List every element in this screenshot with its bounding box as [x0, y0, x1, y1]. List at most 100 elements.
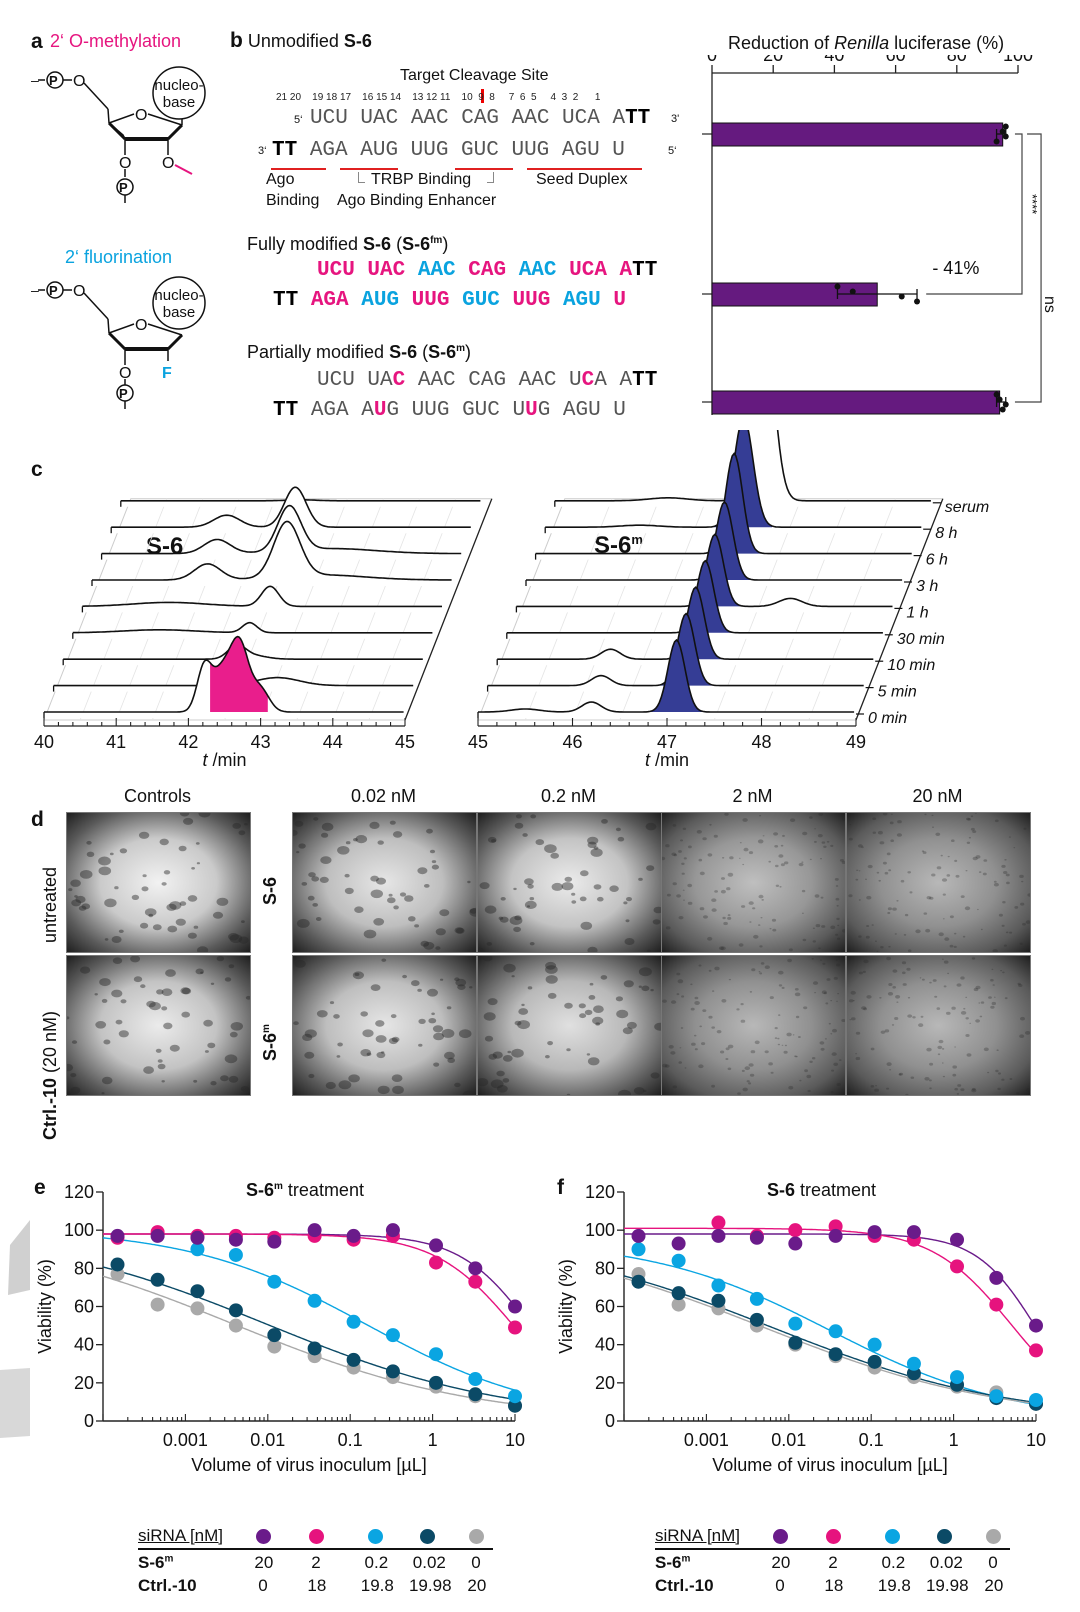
- cell-cluster: [778, 984, 783, 987]
- cell-cluster: [488, 1053, 498, 1060]
- cell-cluster: [344, 873, 350, 878]
- cell-cluster: [938, 1039, 944, 1044]
- legend-row-label: S-6m: [655, 1553, 691, 1572]
- cell-cluster: [723, 921, 728, 926]
- cell-cluster: [467, 880, 471, 884]
- cell-cluster: [941, 878, 948, 882]
- cell-cluster: [500, 897, 506, 901]
- treatment-well-image: [661, 812, 846, 953]
- cell-cluster: [792, 1034, 795, 1036]
- cell-cluster: [694, 1001, 700, 1005]
- cell-cluster: [104, 938, 109, 941]
- cell-cluster: [774, 1037, 778, 1039]
- cell-cluster: [831, 1052, 837, 1056]
- cell-cluster: [977, 908, 979, 911]
- cell-cluster: [947, 972, 950, 975]
- cell-cluster: [786, 1032, 792, 1037]
- cell-cluster: [1017, 982, 1021, 986]
- cell-cluster: [819, 1041, 825, 1045]
- cell-cluster: [1025, 1088, 1030, 1092]
- cell-cluster: [936, 866, 942, 870]
- cell-cluster: [216, 897, 229, 906]
- cell-cluster: [1027, 893, 1030, 897]
- cell-cluster: [787, 958, 792, 963]
- cell-cluster: [458, 1029, 472, 1039]
- cell-cluster: [115, 1019, 123, 1025]
- treatment-well-image: [292, 955, 477, 1096]
- cell-cluster: [996, 1049, 999, 1051]
- cell-cluster: [836, 905, 839, 907]
- cell-cluster: [293, 829, 298, 836]
- cell-cluster: [522, 833, 528, 837]
- legend-concentration: 18: [824, 1576, 844, 1595]
- title-sup: m: [456, 343, 465, 354]
- cell-cluster: [1021, 880, 1024, 883]
- x-tick-label: 49: [846, 732, 866, 752]
- significance-stars: ****: [1025, 194, 1040, 214]
- cell-cluster: [858, 935, 862, 938]
- cell-cluster: [672, 882, 677, 886]
- cell-cluster: [698, 1064, 704, 1069]
- cell-cluster: [662, 999, 667, 1003]
- legend-row-sup: m: [681, 1553, 691, 1565]
- cell-cluster: [626, 897, 632, 902]
- cell-cluster: [824, 1038, 827, 1040]
- cell-cluster: [681, 872, 685, 875]
- cell-cluster: [942, 893, 946, 896]
- cell-cluster: [896, 900, 899, 902]
- treatment-well-image: [846, 812, 1031, 953]
- cell-cluster: [133, 976, 143, 983]
- cell-cluster: [446, 1006, 452, 1010]
- cell-cluster: [947, 855, 950, 858]
- cell-cluster: [143, 1066, 154, 1074]
- legend-color-dot: [885, 1529, 900, 1544]
- cell-cluster: [511, 1048, 524, 1058]
- cell-cluster: [938, 932, 944, 937]
- cell-cluster: [103, 1039, 111, 1045]
- cell-cluster: [780, 844, 784, 847]
- cell-cluster: [676, 972, 681, 976]
- cell-cluster: [587, 1057, 600, 1066]
- cell-cluster: [750, 1050, 756, 1054]
- trace-occluder: [92, 521, 453, 586]
- cell-cluster: [997, 1087, 1001, 1091]
- cell-cluster: [1019, 942, 1023, 945]
- cell-cluster: [954, 1087, 958, 1091]
- cell-cluster: [978, 1002, 981, 1004]
- cell-cluster: [897, 820, 902, 824]
- cell-cluster: [294, 960, 306, 968]
- cell-cluster: [937, 1053, 941, 1056]
- cell-cluster: [801, 861, 804, 863]
- cell-cluster: [727, 1044, 734, 1049]
- cell-cluster: [678, 850, 682, 853]
- cell-cluster: [521, 1003, 525, 1007]
- cell-cluster: [759, 972, 763, 975]
- cell-cluster: [420, 940, 430, 947]
- fluorination-title: 2‘ fluorination: [65, 247, 173, 267]
- phosphate-label: P: [119, 386, 128, 401]
- cell-cluster: [874, 940, 877, 942]
- data-point: [993, 138, 1000, 145]
- floor-grid: [477, 498, 944, 721]
- cell-cluster: [86, 840, 92, 845]
- data-point: [307, 1223, 322, 1238]
- cell-cluster: [966, 817, 970, 821]
- cell-cluster: [232, 822, 241, 829]
- cell-cluster: [953, 945, 957, 948]
- cell-cluster: [975, 1019, 980, 1023]
- cell-cluster: [768, 1062, 773, 1066]
- cell-cluster: [70, 1086, 81, 1094]
- cell-cluster: [499, 916, 509, 923]
- data-point: [508, 1320, 522, 1335]
- treatment-well-image: [477, 812, 662, 953]
- cell-cluster: [886, 852, 891, 856]
- cell-cluster: [728, 978, 731, 981]
- cell-cluster: [668, 1045, 674, 1049]
- x-tick-label: 0.01: [250, 1430, 285, 1450]
- cell-cluster: [925, 928, 931, 933]
- cell-cluster: [662, 856, 666, 861]
- title-bold: S-6: [428, 342, 457, 362]
- title-text: (: [417, 342, 429, 362]
- cell-cluster: [325, 1081, 336, 1090]
- x-axis-label: Volume of virus inoculum [µL]: [191, 1455, 426, 1475]
